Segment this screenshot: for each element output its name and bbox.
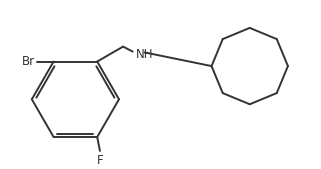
Text: F: F — [97, 154, 103, 167]
Text: NH: NH — [135, 48, 153, 61]
Text: Br: Br — [22, 55, 35, 68]
